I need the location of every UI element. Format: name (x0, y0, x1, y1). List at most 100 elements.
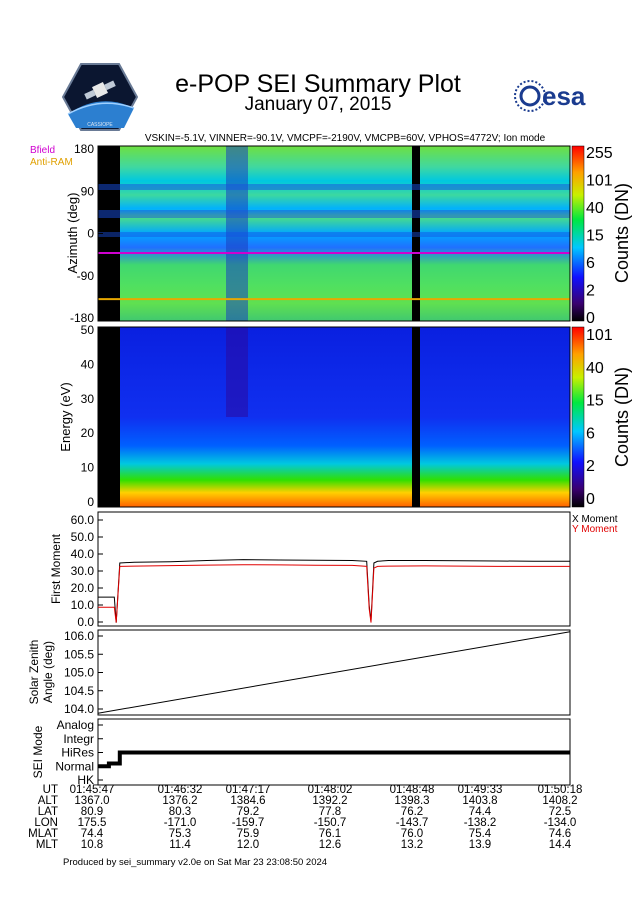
timeline-cell: 01:49:33 (457, 784, 503, 796)
timeline-cell: 75.9 (236, 828, 260, 840)
energy-tick-label: 10 (81, 461, 95, 475)
timeline-row-ut: UT 01:45:47 01:46:32 01:47:17 01:48:02 01:48:… (0, 784, 636, 796)
timeline-cell: -150.7 (313, 817, 347, 829)
timeline-row-alt: ALT 1367.0 1376.2 1384.6 1392.2 1398.3 1403.8 1… (0, 795, 636, 807)
energy-colorbar-label: Counts (DN) (612, 367, 632, 467)
timeline-cell: 01:47:17 (225, 784, 271, 796)
esa-logo: esa (512, 78, 612, 119)
voltage-settings: VSKIN=-5.1V, VINNER=-90.1V, VMCPF=-2190V… (144, 133, 546, 144)
timeline-cell: 13.9 (468, 839, 492, 851)
timeline-cell: 11.4 (169, 839, 191, 851)
timeline-row-label: MLAT (28, 828, 58, 840)
timeline-cell: 01:48:02 (307, 784, 353, 796)
energy-dark-band (226, 327, 248, 417)
mode-ylabel: SEI Mode (31, 725, 45, 778)
legend-x-moment: X Moment (572, 514, 618, 525)
timeline-cell: 01:46:32 (157, 784, 203, 796)
timeline-cell: 76.2 (400, 806, 424, 818)
energy-colorbar-tick: 15 (586, 393, 604, 410)
sza-tick-label: 106.0 (64, 629, 94, 643)
timeline-cell: 1408.2 (542, 795, 578, 807)
sza-series-1 (97, 631, 571, 714)
mode-tick-label: HK (77, 773, 94, 787)
azimuth-tick-label: 0 (87, 227, 94, 241)
timeline-row-lon: LON 175.5 -171.0 -159.7 -150.7 -143.7 -138.2 -1… (0, 817, 636, 829)
sza-ylabel-2: Angle (deg) (41, 641, 55, 703)
cassiope-logo-text: CASSIOPE (87, 122, 113, 128)
footer-credit: Produced by sei_summary v2.0e on Sat Mar… (63, 857, 328, 868)
timeline-row-mlat: MLAT 74.4 75.3 75.9 76.1 76.0 75.4 74.6 (0, 828, 636, 840)
azimuth-colorbar-tick: 0 (586, 310, 595, 327)
timeline-row-lat: LAT 80.9 80.3 79.2 77.8 76.2 74.4 72.5 (0, 806, 636, 818)
sza-ylabel-1: Solar Zenith (27, 640, 41, 705)
azimuth-ylabel: Azimuth (deg) (65, 193, 80, 274)
legend-antiram: Anti-RAM (30, 157, 73, 168)
sza-tick-label: 105.5 (64, 647, 94, 661)
sza-tick-label: 104.5 (64, 684, 94, 698)
azimuth-colorbar-label: Counts (DN) (612, 183, 632, 283)
timeline-cell: 80.9 (80, 806, 104, 818)
azimuth-colorbar-tick: 15 (586, 228, 604, 245)
azimuth-tick-label: 180 (74, 142, 94, 156)
timeline-cell: 175.5 (77, 817, 107, 829)
energy-colorbar-tick: 0 (586, 491, 595, 508)
legend-bfield: Bfield (30, 145, 56, 156)
azimuth-stripe (98, 232, 570, 237)
page-title: e-POP SEI Summary Plot (175, 70, 461, 98)
energy-colorbar-tick: 101 (586, 327, 613, 344)
timeline-cell: 12.0 (236, 839, 260, 851)
timeline-cell: -171.0 (163, 817, 197, 829)
timeline-cell: 74.6 (548, 828, 572, 840)
energy-tick-label: 20 (81, 426, 95, 440)
energy-colorbar (571, 326, 585, 508)
mode-tick-label: HiRes (61, 746, 94, 760)
azimuth-tick-label: -90 (77, 269, 95, 283)
sza-tick-label: 104.0 (64, 702, 94, 716)
timeline-cell: 80.3 (168, 806, 192, 818)
energy-tick-label: 50 (81, 323, 95, 337)
timeline-cell: 1376.2 (162, 795, 198, 807)
timeline-row-label: LAT (37, 806, 58, 818)
timeline-row-label: UT (42, 784, 58, 796)
mode-series (98, 750, 570, 769)
mode-tick-label: Normal (55, 759, 94, 773)
energy-spectrogram (98, 327, 570, 507)
legend-y-moment: Y Moment (572, 524, 618, 535)
moment-tick-label: 60.0 (71, 513, 95, 527)
timeline-cell: 76.1 (318, 828, 342, 840)
azimuth-colorbar-tick: 6 (586, 255, 595, 272)
moment-series-2 (98, 564, 570, 623)
azimuth-panel: 180 90 0 -90 -180 Azimuth (deg) 255 101 40 15 6 2… (65, 142, 632, 327)
timeline-cell: 74.4 (80, 828, 104, 840)
timeline-cell: 01:48:48 (389, 784, 435, 796)
azimuth-colorbar-tick: 2 (586, 283, 595, 300)
moment-tick-label: 0.0 (77, 615, 94, 629)
moment-tick-label: 50.0 (71, 530, 95, 544)
energy-ylabel: Energy (eV) (58, 382, 73, 451)
timeline-cell: 72.5 (548, 806, 572, 818)
moment-frame (97, 511, 571, 627)
sza-tick-label: 105.0 (64, 666, 94, 680)
energy-data-gap (98, 327, 120, 507)
azimuth-colorbar (571, 145, 585, 322)
moment-tick-label: 20.0 (71, 581, 95, 595)
timeline-cell: 01:50:18 (537, 784, 583, 796)
page-date: January 07, 2015 (244, 94, 392, 115)
timeline-cell: 10.8 (80, 839, 104, 851)
sza-panel: 106.0 105.5 105.0 104.5 104.0 Solar Zenith A… (27, 629, 571, 716)
timeline-cell: 12.6 (318, 839, 342, 851)
moment-tick-label: 40.0 (71, 547, 95, 561)
energy-tick-label: 40 (81, 357, 95, 371)
timeline-cell: 1384.6 (230, 795, 266, 807)
timeline-row-label: ALT (37, 795, 58, 807)
energy-tick-label: 0 (87, 495, 94, 509)
timeline-cell: 01:45:47 (69, 784, 115, 796)
moment-tick-label: 10.0 (71, 598, 95, 612)
mode-tick-label: Analog (57, 718, 94, 732)
timeline-cell: -143.7 (395, 817, 429, 829)
timeline-cell: -134.0 (543, 817, 577, 829)
energy-colorbar-tick: 2 (586, 458, 595, 475)
energy-dropout (412, 327, 420, 507)
